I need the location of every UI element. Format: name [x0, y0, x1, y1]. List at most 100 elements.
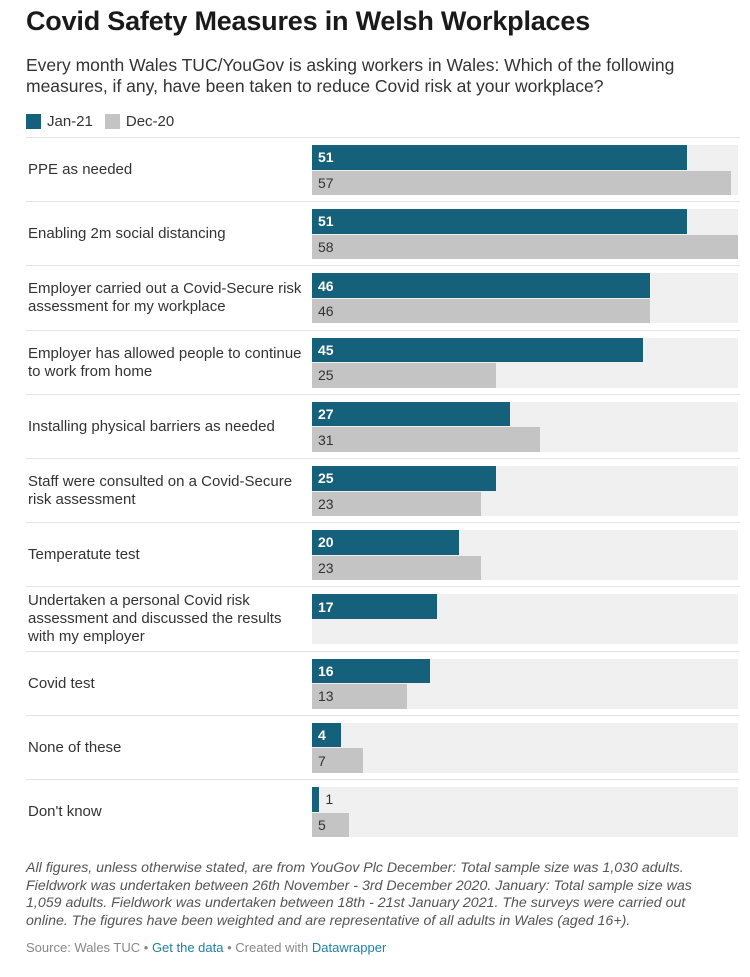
row-separator — [26, 329, 740, 331]
bar-jan21 — [312, 273, 650, 298]
category-label: Undertaken a personal Covid risk assessm… — [28, 592, 282, 646]
chart-row: Undertaken a personal Covid risk assessm… — [26, 586, 740, 650]
legend-item-jan21: Jan-21 — [26, 113, 93, 130]
value-label-jan21: 46 — [318, 277, 334, 294]
row-separator — [26, 650, 740, 652]
chart-footer: Source: Wales TUC • Get the data • Creat… — [26, 940, 386, 955]
category-label: None of these — [28, 738, 122, 756]
chart-row: Don't know 1 5 — [26, 779, 740, 843]
bar-jan21 — [312, 594, 437, 619]
value-label-dec20: 31 — [318, 431, 334, 448]
row-separator — [26, 393, 740, 395]
bar-dec20 — [312, 684, 408, 709]
chart-row: Employer carried out a Covid-Secure risk… — [26, 265, 740, 329]
row-separator — [26, 522, 740, 524]
bar-dec20 — [312, 491, 481, 516]
chart-row: None of these 4 7 — [26, 714, 740, 779]
legend: Jan-21 Dec-20 — [26, 110, 186, 132]
bar-track: 46 46 — [312, 273, 738, 324]
value-label-jan21: 51 — [318, 149, 334, 166]
row-separator — [26, 586, 740, 588]
chart-row: Enabling 2m social distancing 51 58 — [26, 201, 740, 265]
legend-swatch-jan21 — [26, 113, 41, 129]
bar-track: 20 23 — [312, 530, 738, 581]
row-separator — [26, 137, 740, 138]
chart-row: Staff were consulted on a Covid-Secure r… — [26, 458, 740, 522]
bar-track: 51 58 — [312, 209, 738, 260]
created-with-text: • Created with — [223, 940, 312, 955]
chart-row: PPE as needed 51 57 — [26, 137, 740, 201]
bar-dec20 — [312, 427, 540, 452]
datawrapper-link[interactable]: Datawrapper — [311, 940, 387, 955]
value-label-dec20: 5 — [318, 816, 326, 833]
value-label-jan21: 1 — [325, 791, 334, 808]
row-separator — [26, 265, 740, 267]
bar-dec20 — [312, 298, 650, 324]
category-label: PPE as needed — [28, 161, 133, 178]
legend-swatch-dec20 — [104, 113, 120, 129]
chart-row: Temperatute test 20 23 — [26, 522, 740, 586]
bar-chart: PPE as needed 51 57 Enabling 2m social dist… — [0, 137, 750, 843]
bar-jan21 — [312, 658, 430, 684]
bar-jan21 — [312, 145, 687, 170]
value-label-dec20: 25 — [318, 367, 334, 384]
value-label-jan21: 17 — [318, 598, 334, 615]
category-label: Enabling 2m social distancing — [28, 225, 226, 243]
bar-jan21 — [312, 209, 687, 234]
value-label-dec20: 57 — [318, 174, 334, 191]
value-label-jan21: 4 — [318, 727, 326, 744]
category-label: Installing physical barriers as needed — [28, 417, 275, 435]
value-label-dec20: 7 — [318, 752, 326, 769]
bar-dec20 — [312, 363, 496, 388]
bar-jan21 — [312, 337, 643, 363]
value-label-jan21: 51 — [318, 213, 334, 230]
source-text: Source: Wales TUC — [26, 940, 141, 955]
chart-notes: All figures, unless otherwise stated, ar… — [26, 860, 692, 929]
category-label: Staff were consulted on a Covid-Secure r… — [28, 473, 293, 508]
row-separator — [26, 458, 740, 459]
value-label-dec20: 13 — [318, 688, 334, 705]
value-label-dec20: 23 — [318, 495, 334, 512]
value-label-jan21: 16 — [318, 662, 334, 679]
chart-title: Covid Safety Measures in Welsh Workplace… — [26, 6, 591, 36]
bar-track: 27 31 — [312, 401, 738, 452]
bar-track: 25 23 — [312, 466, 738, 516]
category-label: Don't know — [28, 803, 102, 820]
bar-jan21 — [312, 530, 459, 555]
value-label-dec20: 23 — [318, 559, 334, 576]
value-label-dec20: 58 — [318, 238, 334, 255]
value-label-jan21: 20 — [318, 534, 334, 551]
bar-dec20 — [312, 812, 349, 837]
category-label: Employer carried out a Covid-Secure risk… — [28, 280, 302, 316]
category-label: Temperatute test — [28, 546, 140, 564]
bar-dec20 — [312, 170, 731, 195]
bar-track: 17 — [312, 594, 738, 645]
chart-subtitle: Every month Wales TUC/YouGov is asking w… — [26, 55, 675, 96]
bar-dec20 — [312, 555, 481, 581]
value-label-jan21: 27 — [318, 406, 334, 423]
legend-item-dec20: Dec-20 — [104, 112, 175, 130]
bar-jan21 — [312, 466, 496, 491]
chart-row: Installing physical barriers as needed 27… — [26, 393, 740, 458]
row-separator — [26, 714, 740, 716]
get-the-data-link[interactable]: Get the data — [151, 940, 224, 955]
value-label-jan21: 45 — [318, 341, 334, 358]
bar-dec20 — [312, 748, 364, 773]
legend-label-dec20: Dec-20 — [125, 112, 175, 130]
bar-jan21 — [312, 722, 342, 748]
category-label: Employer has allowed people to continue … — [28, 344, 302, 380]
bar-dec20 — [312, 234, 738, 260]
legend-label-jan21: Jan-21 — [47, 112, 93, 130]
chart-row: Employer has allowed people to continue … — [26, 329, 740, 394]
row-separator — [26, 201, 740, 203]
chart-row: Covid test 16 13 — [26, 650, 740, 715]
footer-separator: • — [140, 940, 152, 955]
category-label: Covid test — [28, 674, 95, 692]
value-label-jan21: 25 — [318, 470, 334, 487]
bar-jan21 — [312, 787, 320, 812]
value-label-dec20: 46 — [318, 303, 334, 320]
bar-jan21 — [312, 401, 511, 427]
row-separator — [26, 779, 740, 780]
